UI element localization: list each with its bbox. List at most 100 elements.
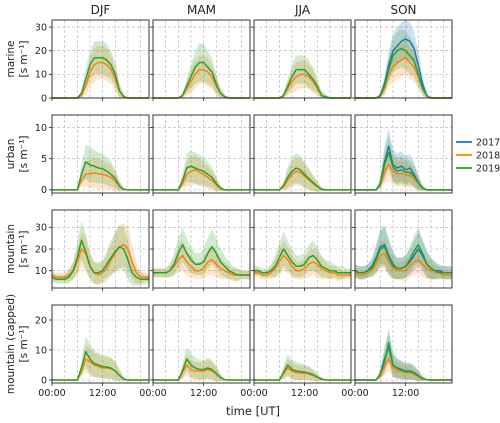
- spread-band-2019: [254, 231, 351, 280]
- legend: 2017 2018 2019: [456, 137, 500, 174]
- panel-mountain-jja: [251, 209, 352, 291]
- column-title-jja: JJA: [294, 3, 311, 17]
- x-tick-label: 12:00: [291, 388, 318, 399]
- spread-band-2019: [52, 41, 149, 98]
- spread-band-2018: [355, 347, 452, 381]
- row-label-marine: marine [s m⁻¹]: [5, 40, 30, 77]
- panel-frame: [152, 19, 251, 99]
- legend-label: 2018: [476, 150, 500, 161]
- panel-frame: [354, 19, 453, 99]
- y-tick-label: 10: [35, 123, 47, 134]
- panel-mountain-mam: [150, 209, 251, 291]
- row-label-name: mountain: [5, 224, 17, 274]
- panel-mountain_capped-mam: 00:00 12:00: [139, 304, 251, 399]
- column-titles: DJF MAM JJA SON: [91, 3, 417, 17]
- legend-item-2018: 2018: [456, 150, 500, 161]
- y-tick-label: 10: [35, 266, 47, 277]
- series-line-2019: [153, 165, 250, 191]
- y-tick-label: 0: [41, 375, 47, 386]
- panel-urban-mam: [150, 114, 251, 196]
- row-label-unit: [s m⁻¹]: [18, 136, 30, 173]
- series-line-2019: [52, 350, 149, 381]
- series-line-2019: [153, 243, 250, 276]
- y-tick-label: 0: [41, 93, 47, 104]
- row-label-urban: urban [s m⁻¹]: [5, 136, 30, 173]
- series-line-2019: [254, 167, 351, 191]
- series-line-2019: [153, 358, 250, 381]
- spread-band-2019: [52, 336, 149, 382]
- series-line-2019: [354, 243, 452, 274]
- spread-band-2017: [355, 127, 452, 192]
- row-label-mountain: mountain [s m⁻¹]: [5, 224, 30, 274]
- row-label-unit: [s m⁻¹]: [18, 326, 30, 363]
- spread-band-2018: [254, 60, 351, 98]
- series-line-2019: [254, 248, 351, 274]
- panel-urban-son: [352, 114, 453, 196]
- panel-marine-jja: [251, 19, 352, 101]
- panel-grid: 0 10 20 30 0 5 10 10 20 30 0 10 20 00:00 12:00 00:00 12:…: [35, 19, 453, 399]
- y-tick-label: 20: [35, 244, 47, 255]
- y-tick-label: 0: [41, 185, 47, 196]
- panel-frame: [354, 114, 453, 194]
- spread-band-2018: [355, 149, 452, 191]
- legend-item-2017: 2017: [456, 137, 500, 148]
- panel-mountain-son: [352, 209, 453, 291]
- panel-frame: [51, 114, 150, 194]
- panel-marine-mam: [150, 19, 251, 101]
- y-tick-label: 10: [35, 345, 47, 356]
- legend-label: 2019: [476, 163, 500, 174]
- panel-marine-son: [352, 19, 453, 101]
- panel-marine-djf: 0 10 20 30: [35, 19, 150, 104]
- column-title-mam: MAM: [187, 3, 216, 17]
- spread-band-2019: [153, 347, 250, 382]
- spread-band-2019: [355, 327, 452, 381]
- x-tick-label: 00:00: [139, 388, 166, 399]
- series-line-2019: [355, 341, 452, 381]
- x-tick-label: 00:00: [341, 388, 368, 399]
- x-tick-label: 00:00: [240, 388, 267, 399]
- y-tick-label: 5: [41, 154, 47, 165]
- row-label-unit: [s m⁻¹]: [18, 41, 30, 78]
- panel-frame: [152, 304, 251, 384]
- legend-item-2019: 2019: [456, 163, 500, 174]
- series-line-2018: [354, 252, 452, 276]
- panel-urban-djf: 0 5 10: [35, 114, 150, 196]
- panel-frame: [51, 19, 150, 99]
- y-tick-label: 10: [35, 70, 47, 81]
- x-tick-label: 12:00: [89, 388, 116, 399]
- panel-frame: [253, 114, 352, 194]
- row-label-name: mountain (capped): [5, 294, 17, 394]
- row-label-unit: [s m⁻¹]: [18, 231, 30, 268]
- x-axis-label: time [UT]: [226, 404, 280, 418]
- spread-band-2019: [355, 135, 452, 191]
- series-line-2019: [52, 161, 149, 191]
- series-line-2019: [355, 151, 452, 191]
- column-title-djf: DJF: [91, 3, 111, 17]
- spread-band-2018: [153, 55, 250, 98]
- panel-urban-jja: [251, 114, 352, 196]
- x-tick-label: 12:00: [392, 388, 419, 399]
- row-labels: marine [s m⁻¹]urban [s m⁻¹]mountain [s m⁻¹]…: [5, 40, 30, 394]
- spread-band-2019: [153, 43, 250, 98]
- spread-band-2019: [254, 354, 351, 381]
- row-label-name: urban: [5, 139, 17, 170]
- spread-band-2018: [52, 46, 149, 98]
- x-tick-label: 00:00: [38, 388, 65, 399]
- spread-band-2018: [52, 345, 149, 382]
- panel-mountain_capped-jja: 00:00 12:00: [240, 304, 352, 399]
- x-tick-label: 12:00: [190, 388, 217, 399]
- spread-band-2018: [153, 354, 250, 382]
- panel-frame: [354, 304, 453, 384]
- panel-mountain_capped-djf: 0 10 20 00:00 12:00: [35, 304, 150, 399]
- y-tick-label: 20: [35, 46, 47, 57]
- spread-band-2018: [52, 223, 149, 286]
- panel-frame: [51, 304, 150, 384]
- panel-frame: [152, 114, 251, 194]
- column-title-son: SON: [390, 3, 416, 17]
- y-tick-label: 20: [35, 315, 47, 326]
- legend-label: 2017: [476, 137, 500, 148]
- panel-frame: [253, 304, 352, 384]
- y-tick-label: 30: [35, 223, 47, 234]
- panel-mountain-djf: 10 20 30: [35, 209, 150, 291]
